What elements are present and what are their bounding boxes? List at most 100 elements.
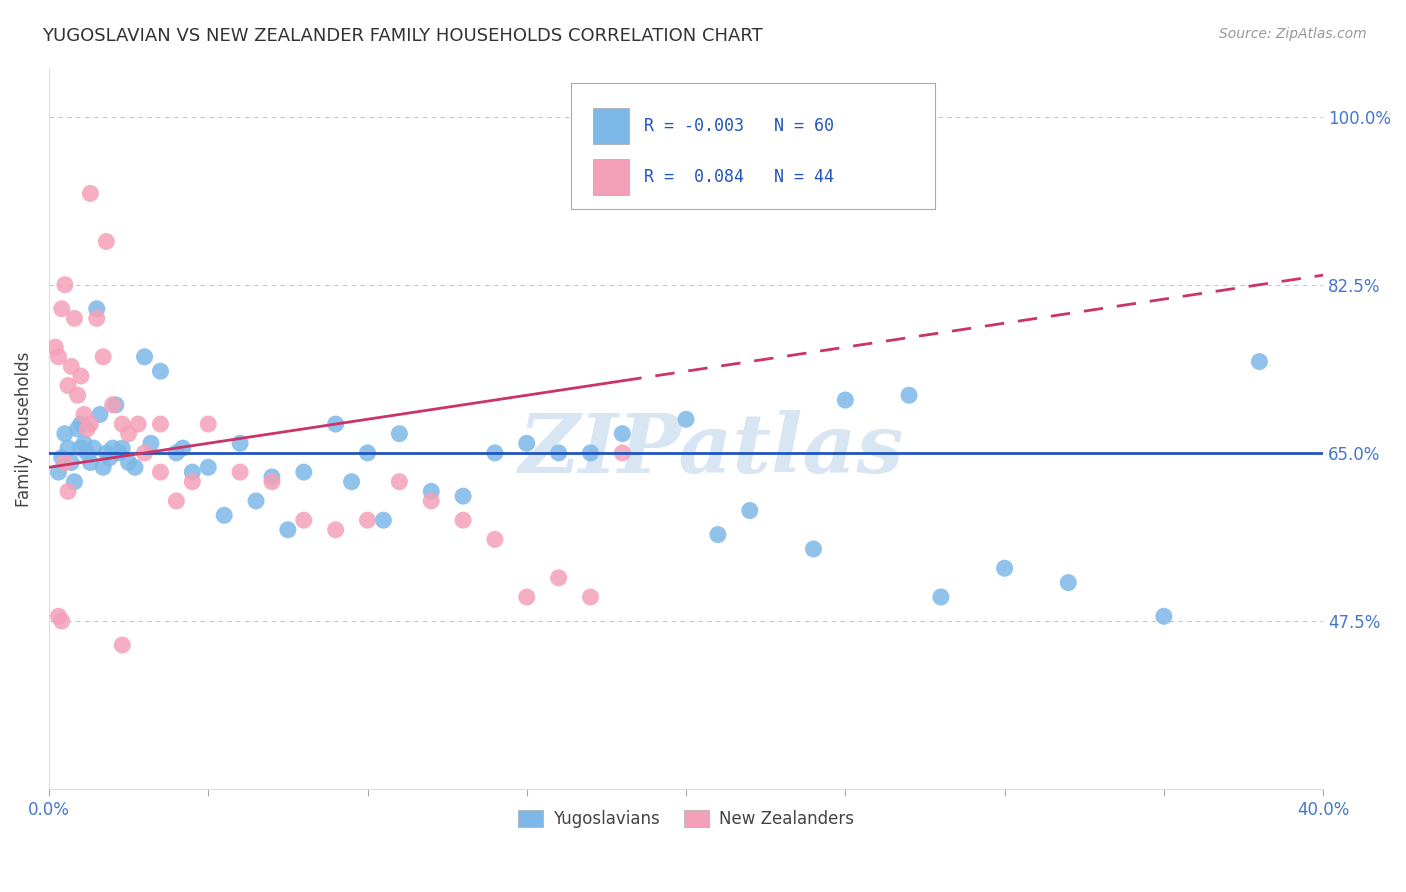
- Point: [484, 446, 506, 460]
- Point: [83, 441, 105, 455]
- Point: [325, 417, 347, 431]
- Y-axis label: Family Households: Family Households: [15, 351, 32, 507]
- Point: [96, 235, 118, 249]
- Point: [86, 301, 108, 316]
- Point: [547, 446, 569, 460]
- Point: [76, 446, 98, 460]
- Point: [63, 475, 86, 489]
- FancyBboxPatch shape: [593, 159, 628, 194]
- Point: [451, 489, 474, 503]
- Point: [229, 436, 252, 450]
- Point: [356, 513, 378, 527]
- Point: [212, 508, 235, 523]
- Point: [898, 388, 921, 402]
- Point: [111, 638, 134, 652]
- Point: [149, 417, 172, 431]
- Legend: Yugoslavians, New Zealanders: Yugoslavians, New Zealanders: [510, 804, 860, 835]
- Point: [245, 494, 267, 508]
- Point: [388, 475, 411, 489]
- Point: [181, 465, 204, 479]
- Point: [516, 436, 538, 450]
- Point: [96, 446, 118, 460]
- Point: [388, 426, 411, 441]
- Point: [56, 441, 79, 455]
- Point: [451, 513, 474, 527]
- Text: Source: ZipAtlas.com: Source: ZipAtlas.com: [1219, 27, 1367, 41]
- Point: [579, 590, 602, 604]
- Point: [63, 311, 86, 326]
- Text: ZIPatlas: ZIPatlas: [519, 410, 904, 491]
- Point: [929, 590, 952, 604]
- Point: [53, 456, 76, 470]
- Point: [51, 614, 73, 628]
- Point: [165, 494, 187, 508]
- Point: [994, 561, 1017, 575]
- Point: [172, 441, 194, 455]
- Point: [181, 475, 204, 489]
- Point: [104, 398, 127, 412]
- Point: [127, 417, 149, 431]
- Point: [134, 446, 156, 460]
- Point: [108, 446, 131, 460]
- Point: [111, 441, 134, 455]
- Point: [117, 456, 139, 470]
- Point: [101, 398, 124, 412]
- Point: [73, 408, 96, 422]
- Text: YUGOSLAVIAN VS NEW ZEALANDER FAMILY HOUSEHOLDS CORRELATION CHART: YUGOSLAVIAN VS NEW ZEALANDER FAMILY HOUS…: [42, 27, 763, 45]
- Point: [356, 446, 378, 460]
- Point: [1153, 609, 1175, 624]
- FancyBboxPatch shape: [571, 83, 935, 209]
- Point: [66, 388, 89, 402]
- Point: [44, 340, 66, 354]
- Point: [340, 475, 363, 489]
- Point: [803, 541, 825, 556]
- Point: [51, 301, 73, 316]
- Point: [79, 417, 101, 431]
- Point: [277, 523, 299, 537]
- Point: [260, 475, 283, 489]
- Point: [197, 417, 219, 431]
- Point: [101, 441, 124, 455]
- Point: [292, 513, 315, 527]
- Point: [165, 446, 187, 460]
- Point: [48, 609, 70, 624]
- Point: [579, 446, 602, 460]
- Point: [56, 484, 79, 499]
- Point: [707, 527, 730, 541]
- Point: [139, 436, 162, 450]
- Point: [79, 456, 101, 470]
- Point: [516, 590, 538, 604]
- Point: [229, 465, 252, 479]
- Point: [260, 470, 283, 484]
- Point: [325, 523, 347, 537]
- Point: [53, 277, 76, 292]
- Point: [69, 417, 91, 431]
- Point: [69, 441, 91, 455]
- Point: [66, 422, 89, 436]
- Point: [91, 350, 114, 364]
- Point: [197, 460, 219, 475]
- Point: [98, 450, 121, 465]
- Point: [73, 436, 96, 450]
- Point: [91, 460, 114, 475]
- FancyBboxPatch shape: [593, 108, 628, 145]
- Point: [149, 465, 172, 479]
- Point: [547, 571, 569, 585]
- Point: [69, 369, 91, 384]
- Point: [738, 503, 761, 517]
- Text: R =  0.084   N = 44: R = 0.084 N = 44: [644, 168, 834, 186]
- Point: [86, 311, 108, 326]
- Point: [51, 450, 73, 465]
- Point: [149, 364, 172, 378]
- Point: [373, 513, 395, 527]
- Point: [76, 422, 98, 436]
- Point: [1057, 575, 1080, 590]
- Point: [292, 465, 315, 479]
- Point: [484, 533, 506, 547]
- Point: [111, 417, 134, 431]
- Point: [420, 494, 443, 508]
- Point: [134, 350, 156, 364]
- Point: [612, 446, 634, 460]
- Point: [117, 426, 139, 441]
- Point: [56, 378, 79, 392]
